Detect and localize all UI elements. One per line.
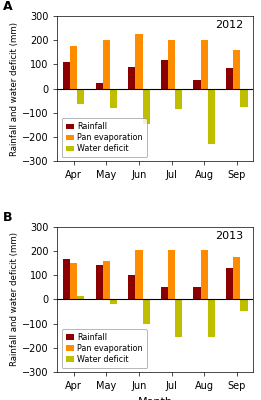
Bar — [143, 89, 150, 124]
Text: A: A — [3, 0, 12, 13]
Y-axis label: Rainfall and water deficit (mm): Rainfall and water deficit (mm) — [10, 22, 19, 156]
Bar — [161, 287, 168, 299]
Bar — [96, 82, 103, 89]
Bar — [135, 250, 143, 299]
X-axis label: Month: Month — [138, 396, 173, 400]
Bar — [201, 40, 208, 89]
Bar — [110, 299, 117, 304]
Bar — [110, 89, 117, 108]
Text: B: B — [3, 211, 12, 224]
Bar — [77, 89, 85, 104]
Bar — [201, 250, 208, 299]
Bar — [70, 46, 77, 89]
Bar — [208, 89, 215, 144]
Y-axis label: Rainfall and water deficit (mm): Rainfall and water deficit (mm) — [10, 232, 19, 366]
Bar — [96, 266, 103, 299]
Bar — [63, 259, 70, 299]
Bar — [226, 68, 233, 89]
Text: 2013: 2013 — [215, 231, 243, 241]
Bar — [193, 80, 201, 89]
Bar — [168, 40, 175, 89]
Bar — [135, 34, 143, 89]
Bar — [77, 296, 85, 299]
Bar — [103, 40, 110, 89]
Bar — [168, 250, 175, 299]
Bar — [70, 263, 77, 299]
Bar — [240, 299, 248, 312]
Bar — [233, 257, 240, 299]
Bar — [128, 275, 135, 299]
Bar — [240, 89, 248, 107]
Bar — [208, 299, 215, 337]
Text: 2012: 2012 — [215, 20, 243, 30]
Bar — [175, 299, 182, 337]
Bar — [103, 260, 110, 299]
Bar — [233, 50, 240, 89]
Bar — [226, 268, 233, 299]
Legend: Rainfall, Pan evaporation, Water deficit: Rainfall, Pan evaporation, Water deficit — [62, 329, 147, 368]
Bar — [193, 287, 201, 299]
Bar — [128, 67, 135, 89]
Bar — [175, 89, 182, 109]
Bar — [161, 60, 168, 89]
Bar — [63, 62, 70, 89]
Bar — [143, 299, 150, 324]
Legend: Rainfall, Pan evaporation, Water deficit: Rainfall, Pan evaporation, Water deficit — [62, 118, 147, 158]
